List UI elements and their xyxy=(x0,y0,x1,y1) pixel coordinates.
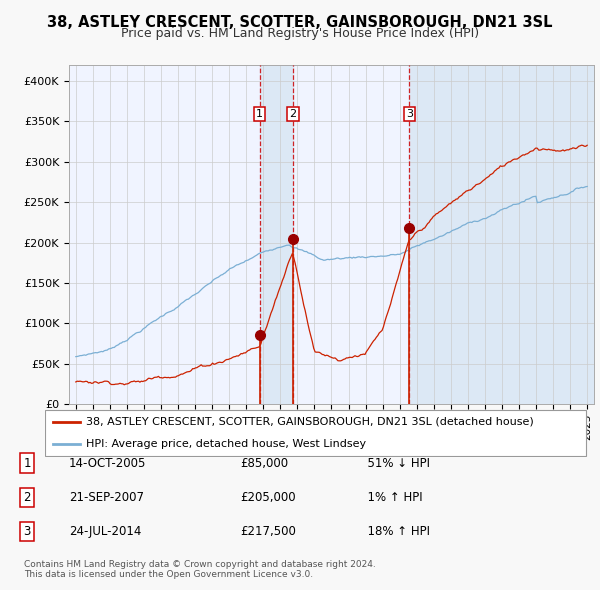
Text: 18% ↑ HPI: 18% ↑ HPI xyxy=(360,525,430,538)
Text: 38, ASTLEY CRESCENT, SCOTTER, GAINSBOROUGH, DN21 3SL: 38, ASTLEY CRESCENT, SCOTTER, GAINSBOROU… xyxy=(47,15,553,30)
Bar xyxy=(260,65,293,404)
Text: Price paid vs. HM Land Registry's House Price Index (HPI): Price paid vs. HM Land Registry's House … xyxy=(121,27,479,40)
Text: 3: 3 xyxy=(23,525,31,538)
Text: 1: 1 xyxy=(256,109,263,119)
Text: £205,000: £205,000 xyxy=(240,491,296,504)
Text: 51% ↓ HPI: 51% ↓ HPI xyxy=(360,457,430,470)
Text: 14-OCT-2005: 14-OCT-2005 xyxy=(69,457,146,470)
Text: 1: 1 xyxy=(23,457,31,470)
Text: Contains HM Land Registry data © Crown copyright and database right 2024.
This d: Contains HM Land Registry data © Crown c… xyxy=(24,560,376,579)
Text: 24-JUL-2014: 24-JUL-2014 xyxy=(69,525,142,538)
Bar xyxy=(409,65,594,404)
Text: HPI: Average price, detached house, West Lindsey: HPI: Average price, detached house, West… xyxy=(86,439,366,449)
Text: 3: 3 xyxy=(406,109,413,119)
Text: 38, ASTLEY CRESCENT, SCOTTER, GAINSBOROUGH, DN21 3SL (detached house): 38, ASTLEY CRESCENT, SCOTTER, GAINSBOROU… xyxy=(86,417,534,427)
Text: 2: 2 xyxy=(23,491,31,504)
Text: 2: 2 xyxy=(289,109,296,119)
Text: £85,000: £85,000 xyxy=(240,457,288,470)
Text: 21-SEP-2007: 21-SEP-2007 xyxy=(69,491,144,504)
FancyBboxPatch shape xyxy=(45,410,586,456)
Text: 1% ↑ HPI: 1% ↑ HPI xyxy=(360,491,422,504)
Text: £217,500: £217,500 xyxy=(240,525,296,538)
